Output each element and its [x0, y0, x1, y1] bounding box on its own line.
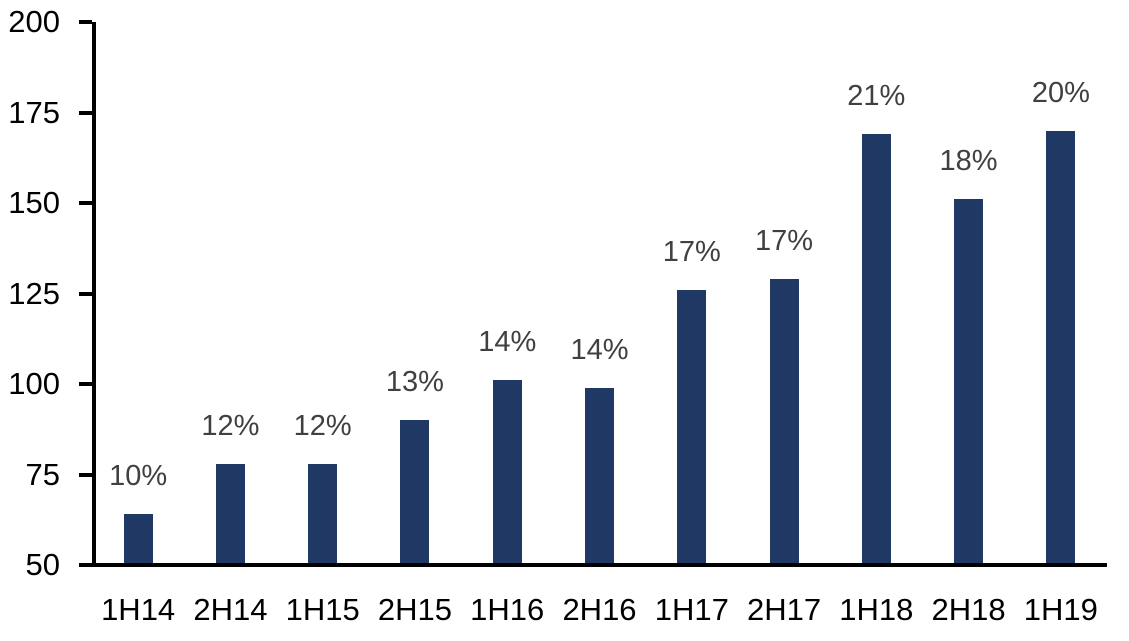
x-tick-label: 2H15	[377, 592, 452, 627]
x-tick-label: 2H16	[562, 592, 637, 627]
y-tick-mark	[79, 291, 92, 296]
x-tick-label: 2H17	[746, 592, 822, 627]
bar-value-label: 17%	[662, 235, 721, 268]
bar-value-label: 12%	[293, 409, 352, 442]
bar-value-label: 14%	[570, 333, 629, 366]
x-tick-label: 1H15	[285, 592, 360, 627]
bar	[861, 134, 891, 565]
y-tick-label: 50	[25, 547, 60, 582]
x-tick-label: 2H18	[931, 592, 1006, 627]
y-tick-label: 125	[8, 275, 60, 311]
bar	[492, 380, 522, 565]
y-tick-label: 150	[8, 185, 60, 220]
x-tick-label: 2H14	[193, 592, 268, 627]
y-axis-line	[92, 22, 96, 567]
bar-value-label: 20%	[1031, 76, 1090, 109]
x-tick-label: 1H19	[1023, 592, 1098, 627]
x-tick-label: 1H18	[839, 592, 914, 627]
bar	[954, 199, 984, 565]
bar	[1046, 130, 1076, 565]
y-tick-label: 75	[25, 456, 60, 492]
bar-value-label: 10%	[109, 460, 168, 493]
bar	[123, 514, 153, 565]
bar-value-label: 14%	[478, 326, 537, 359]
y-tick-label: 175	[8, 94, 60, 130]
bar-value-label: 13%	[385, 366, 444, 399]
bar-value-label: 18%	[939, 145, 998, 178]
bar-value-label: 17%	[755, 225, 814, 258]
x-axis-line	[79, 563, 1107, 567]
bar	[585, 387, 614, 565]
bar	[308, 463, 338, 565]
y-tick-mark	[79, 472, 92, 477]
y-tick-label: 200	[8, 4, 60, 39]
x-tick-label: 1H16	[470, 592, 545, 627]
x-tick-label: 1H17	[654, 592, 729, 627]
y-tick-mark	[79, 382, 92, 386]
bar	[677, 289, 707, 565]
y-tick-label: 100	[8, 366, 60, 401]
bar	[400, 420, 430, 565]
y-tick-mark	[79, 20, 92, 24]
bar	[769, 279, 799, 565]
bar	[215, 463, 245, 565]
x-tick-label: 1H14	[101, 592, 176, 627]
y-tick-mark	[79, 201, 92, 205]
y-tick-mark	[79, 110, 92, 115]
bar-value-label: 12%	[201, 409, 260, 442]
bar-value-label: 21%	[847, 80, 906, 113]
